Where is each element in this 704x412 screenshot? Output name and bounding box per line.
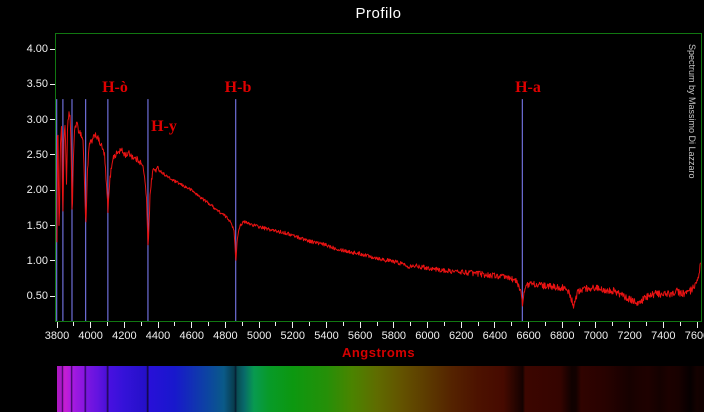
y-tick-label: 2.50 (26, 148, 48, 161)
spectral-line-label: H-a (515, 79, 541, 96)
x-tick-mark (427, 322, 429, 328)
x-tick-label: 7000 (583, 330, 609, 342)
x-minor-tick-mark (342, 322, 344, 326)
x-tick-label: 5200 (280, 330, 306, 342)
x-tick-label: 4800 (213, 330, 238, 342)
spectral-line-label: H-b (224, 79, 252, 96)
x-tick-mark (561, 322, 563, 328)
x-tick-label: 5000 (246, 330, 272, 342)
x-tick-mark (90, 322, 92, 328)
x-minor-tick-mark (140, 322, 142, 326)
x-tick-label: 5800 (381, 330, 407, 342)
y-tick-label: 3.00 (26, 113, 48, 126)
y-tick-mark (50, 119, 55, 121)
x-minor-tick-mark (241, 322, 243, 326)
x-tick-label: 6200 (448, 330, 474, 342)
x-minor-tick-mark (107, 322, 109, 326)
y-tick-mark (50, 83, 55, 85)
y-tick-mark (50, 225, 55, 226)
x-tick-mark (292, 322, 294, 328)
x-tick-mark (460, 322, 462, 328)
visible-spectrum-strip (57, 366, 704, 412)
x-minor-tick-mark (544, 322, 546, 326)
x-tick-label: 4200 (112, 330, 137, 342)
chart-title: Profilo (355, 5, 402, 22)
x-minor-tick-mark (309, 322, 311, 326)
x-tick-mark (224, 322, 226, 328)
x-tick-label: 5600 (347, 330, 373, 342)
x-tick-label: 5400 (314, 330, 339, 342)
x-minor-tick-mark (275, 322, 277, 326)
x-tick-label: 6600 (516, 330, 541, 342)
x-tick-mark (258, 322, 260, 328)
spectrum-curve (56, 111, 701, 309)
x-tick-label: 6800 (550, 330, 575, 342)
y-tick-mark (50, 154, 55, 156)
y-tick-mark (50, 260, 55, 262)
y-tick-label: 1.00 (26, 254, 48, 267)
x-minor-tick-mark (612, 322, 614, 326)
x-minor-tick-mark (511, 322, 513, 326)
x-tick-mark (325, 322, 327, 328)
x-tick-mark (696, 322, 698, 328)
spectrum-plot-canvas (56, 99, 701, 321)
x-minor-tick-mark (679, 322, 681, 326)
x-tick-mark (393, 322, 395, 328)
plot-area: H-ò H-y H-b H-a (55, 33, 702, 322)
x-tick-label: 7600 (684, 330, 704, 342)
x-tick-label: 6000 (415, 330, 440, 342)
x-minor-tick-mark (208, 322, 210, 326)
x-tick-mark (157, 322, 159, 328)
x-tick-label: 6400 (482, 330, 508, 342)
x-minor-tick-mark (443, 322, 445, 326)
x-tick-mark (629, 322, 631, 328)
x-axis-title: Angstroms (341, 345, 416, 360)
x-tick-label: 4000 (78, 330, 103, 342)
x-tick-mark (359, 322, 361, 328)
x-minor-tick-mark (477, 322, 479, 326)
x-tick-mark (56, 322, 58, 328)
x-tick-mark (494, 322, 496, 328)
x-tick-mark (595, 322, 597, 328)
x-minor-tick-mark (174, 322, 176, 326)
x-tick-mark (528, 322, 530, 328)
author-signature-vertical-text: Spectrum by Massimo Di Lazzaro (687, 44, 697, 179)
y-tick-label: 1.50 (26, 219, 48, 232)
x-tick-mark (123, 322, 125, 328)
x-tick-label: 3800 (44, 330, 70, 342)
x-tick-label: 7400 (651, 330, 676, 342)
y-tick-mark (50, 48, 55, 50)
y-tick-label: 3.50 (26, 78, 48, 91)
x-minor-tick-mark (578, 322, 580, 326)
x-tick-label: 4600 (179, 330, 204, 342)
y-tick-mark (50, 189, 55, 191)
spectral-line-label: H-y (151, 118, 177, 135)
x-tick-label: 4400 (145, 330, 171, 342)
y-tick-label: 4.00 (26, 43, 48, 55)
y-tick-label: 0.50 (26, 290, 48, 303)
spectral-line-label: H-ò (102, 79, 128, 96)
x-minor-tick-mark (376, 322, 378, 326)
x-minor-tick-mark (410, 322, 412, 326)
y-tick-label: 2.00 (26, 184, 48, 197)
y-tick-mark (50, 295, 55, 297)
x-minor-tick-mark (73, 322, 75, 326)
x-minor-tick-mark (645, 322, 647, 326)
x-tick-label: 7200 (617, 330, 642, 342)
x-tick-mark (191, 322, 193, 328)
x-tick-mark (662, 322, 664, 328)
